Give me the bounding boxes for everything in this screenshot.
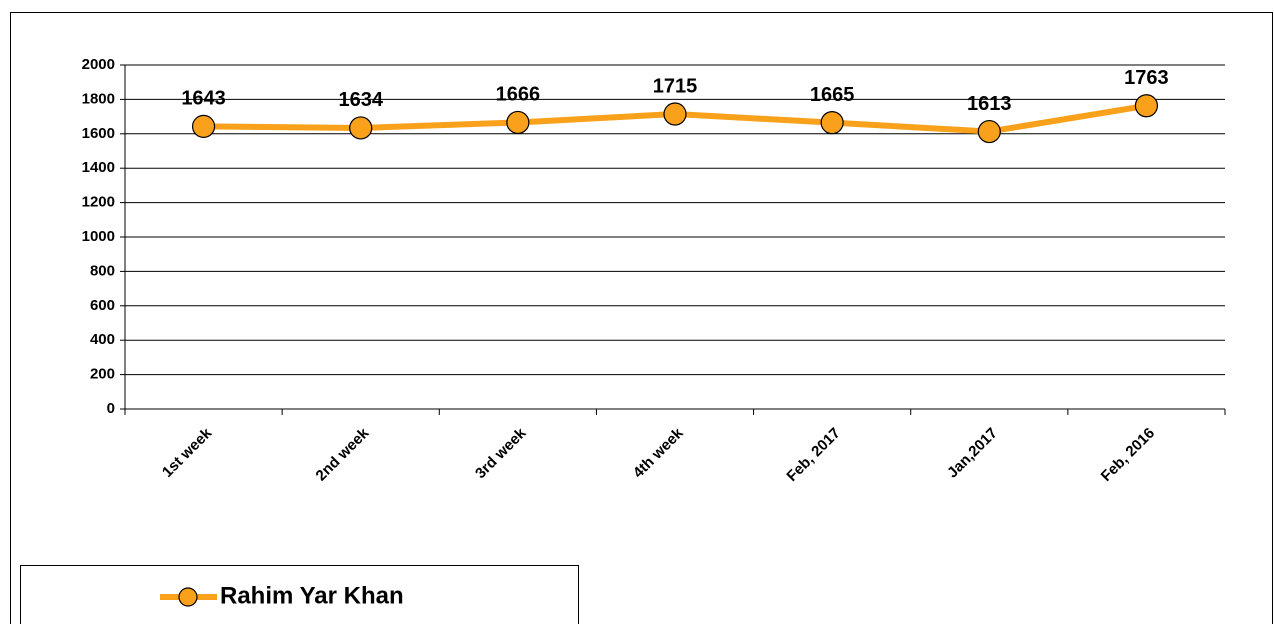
- data-label: 1715: [653, 75, 698, 97]
- data-label: 1665: [810, 84, 855, 106]
- x-tick-label: 1st week: [159, 424, 216, 481]
- point: [191, 114, 216, 139]
- legend-marker: [178, 587, 198, 607]
- data-label: 1643: [181, 88, 226, 110]
- y-tick-label: 1000: [82, 228, 115, 245]
- chart-border: [10, 12, 1273, 624]
- data-label: 1613: [967, 93, 1012, 115]
- y-tick-label: 1200: [82, 194, 115, 211]
- point: [977, 119, 1001, 144]
- x-tick-label: Feb, 2016: [1098, 425, 1158, 485]
- y-tick-label: 200: [90, 366, 115, 383]
- y-tick-label: 0: [107, 400, 115, 417]
- legend-label: Rahim Yar Khan: [220, 582, 404, 609]
- legend-box: [20, 565, 579, 624]
- y-tick-label: 400: [90, 331, 115, 348]
- x-tick-label: Feb, 2017: [783, 425, 843, 485]
- point: [349, 116, 373, 140]
- y-tick-label: 2000: [82, 56, 115, 73]
- point: [820, 111, 844, 135]
- y-tick-label: 1800: [82, 90, 115, 107]
- data-label: 1763: [1124, 67, 1169, 89]
- y-tick-label: 1600: [82, 125, 115, 142]
- x-tick-label: 3rd week: [472, 424, 530, 482]
- data-label: 1666: [496, 84, 541, 106]
- y-tick-label: 600: [90, 297, 115, 314]
- x-tick-label: Jan,2017: [944, 425, 1001, 482]
- x-tick-label: 2nd week: [313, 424, 373, 484]
- point: [506, 110, 530, 135]
- data-label: 1634: [338, 89, 383, 111]
- y-tick-label: 800: [90, 262, 115, 279]
- point: [663, 102, 687, 126]
- point: [1134, 94, 1159, 118]
- y-tick-label: 1400: [82, 159, 115, 176]
- x-tick-label: 4th week: [630, 424, 687, 481]
